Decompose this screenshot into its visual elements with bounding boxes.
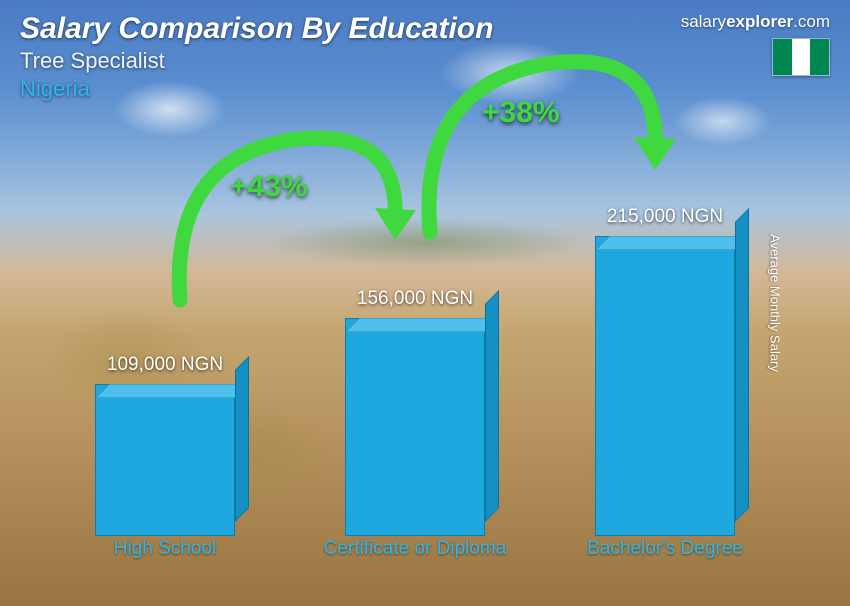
bar-side-face (485, 290, 499, 522)
bar-front-face (595, 236, 735, 536)
flag-stripe-1 (773, 39, 792, 75)
bar-chart: +43% +38% 109,000 NGN156,000 NGN215,000 … (40, 130, 790, 586)
bar-group: 156,000 NGN (303, 288, 528, 536)
bar-top-face (345, 318, 499, 332)
x-axis-label: Bachelor's Degree (553, 538, 778, 586)
bar-front-face (95, 384, 235, 536)
brand-label: salaryexplorer.com (681, 12, 830, 32)
flag-stripe-2 (792, 39, 811, 75)
page-title: Salary Comparison By Education (20, 12, 493, 46)
country-label: Nigeria (20, 76, 493, 102)
bar-group: 215,000 NGN (553, 206, 778, 536)
title-block: Salary Comparison By Education Tree Spec… (20, 12, 493, 102)
header: Salary Comparison By Education Tree Spec… (20, 12, 830, 102)
bar-top-face (95, 384, 249, 398)
bars-container: 109,000 NGN 156,000 NGN 215,000 NGN (40, 130, 790, 536)
x-labels: High School Certificate or Diploma Bachelo… (40, 538, 790, 586)
bar-group: 109,000 NGN (53, 354, 278, 536)
bar-3d (345, 318, 485, 536)
brand-flag-block: salaryexplorer.com (681, 12, 830, 76)
bar-value-label: 156,000 NGN (357, 288, 473, 310)
brand-prefix: salary (681, 12, 726, 31)
flag-icon (772, 38, 830, 76)
subtitle: Tree Specialist (20, 48, 493, 74)
pct-increase-2: +38% (482, 96, 560, 130)
bar-front-face (345, 318, 485, 536)
x-axis-label: Certificate or Diploma (303, 538, 528, 586)
flag-stripe-3 (810, 39, 829, 75)
brand-suffix: .com (793, 12, 830, 31)
bar-side-face (235, 356, 249, 522)
brand-bold: explorer (726, 12, 793, 31)
bar-value-label: 109,000 NGN (107, 354, 223, 376)
bar-value-label: 215,000 NGN (607, 206, 723, 228)
bar-3d (595, 236, 735, 536)
bar-3d (95, 384, 235, 536)
x-axis-label: High School (53, 538, 278, 586)
bar-side-face (735, 208, 749, 522)
bar-top-face (595, 236, 749, 250)
